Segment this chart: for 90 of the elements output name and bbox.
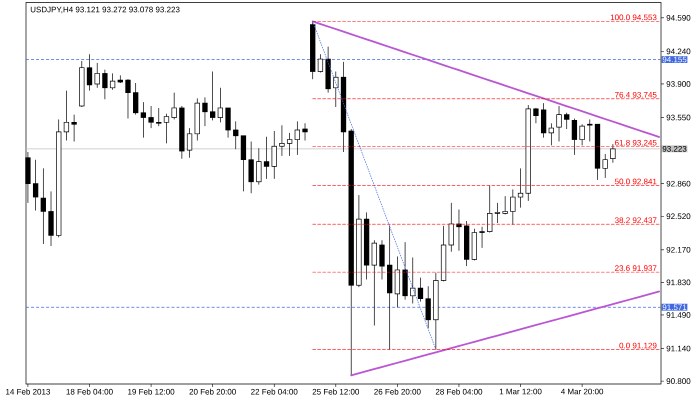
series-label: 0.0 91.129	[619, 342, 656, 348]
candlestick	[602, 154, 608, 178]
candlestick	[333, 71, 338, 108]
series-label: 23.6 91.937	[615, 265, 656, 271]
x-tick-label: 20 Feb 20:00	[189, 388, 236, 395]
candlestick	[140, 102, 146, 138]
chart-title: USDJPY,H4 93.121 93.272 93.078 93.223	[30, 6, 180, 14]
candlestick	[394, 256, 400, 308]
candlestick	[64, 90, 70, 141]
candlestick	[279, 124, 285, 156]
y-tick-label: 93.900	[666, 81, 690, 87]
candlestick	[494, 202, 500, 224]
series-label: 50.0 92.841	[614, 178, 656, 184]
candlestick	[587, 119, 592, 142]
series-label: 76.4 93.745	[615, 92, 657, 98]
candlestick	[218, 87, 224, 123]
y-tick-label: 91.490	[666, 312, 690, 318]
candlestick	[94, 62, 100, 88]
candlestick	[264, 136, 270, 180]
x-tick-label: 19 Feb 12:00	[128, 388, 174, 395]
candlestick	[556, 106, 562, 142]
x-tick-label: 14 Feb 2013	[6, 388, 50, 395]
candlestick	[210, 71, 216, 121]
candlestick	[479, 226, 485, 248]
candlestick	[418, 277, 424, 302]
candlestick	[533, 108, 539, 124]
candlestick	[272, 130, 277, 180]
x-tick-label: 1 Mar 12:00	[500, 388, 542, 394]
x-tick-label: 22 Feb 04:00	[251, 388, 298, 395]
y-tick-label: 94.590	[666, 14, 690, 21]
candlestick	[487, 185, 492, 233]
candlestick	[225, 108, 231, 138]
candlestick	[186, 128, 192, 158]
candlestick	[610, 144, 616, 164]
x-tick-label: 4 Mar 20:00	[560, 388, 604, 394]
candlestick	[240, 135, 246, 192]
candlestick	[518, 168, 524, 208]
candlestick	[133, 82, 138, 115]
y-tick-label: 90.800	[666, 378, 690, 384]
line-series	[350, 290, 660, 376]
candlestick	[579, 124, 585, 146]
candlestick	[379, 240, 385, 280]
candlestick	[86, 54, 92, 92]
x-tick-label: 28 Feb 04:00	[436, 388, 482, 395]
candlestick	[248, 141, 254, 194]
candlestick	[110, 73, 116, 90]
y-tick-label: 92.520	[666, 213, 690, 220]
candlestick	[286, 132, 292, 156]
y-tick-label: 93.550	[666, 114, 690, 120]
candlestick	[372, 240, 377, 326]
series-label: 100.0 94.553	[610, 14, 657, 20]
candlestick	[294, 121, 300, 156]
candlestick	[48, 190, 54, 246]
candlestick	[548, 122, 554, 146]
ref-line-label: 91.571	[662, 304, 686, 310]
x-tick-label: 25 Feb 12:00	[312, 388, 360, 395]
candlestick	[256, 148, 262, 185]
candlestick	[102, 69, 108, 100]
ref-line-label: 94.155	[662, 56, 686, 62]
candlestick	[125, 78, 131, 119]
candlestick	[510, 189, 516, 226]
candlestick	[540, 102, 546, 138]
candlestick	[172, 92, 177, 120]
candlestick	[202, 97, 208, 126]
candlestick	[148, 106, 154, 128]
candlestick	[40, 168, 46, 244]
y-tick-label: 91.140	[666, 346, 690, 352]
x-tick-label: 18 Feb 04:00	[66, 388, 113, 395]
candlestick	[564, 112, 570, 130]
y-tick-label: 94.240	[666, 48, 690, 54]
candlestick	[233, 121, 238, 150]
series-label: 38.2 92.437	[614, 217, 656, 224]
ref-line-label: 93.223	[662, 146, 686, 152]
line-series	[312, 20, 660, 138]
series-label: 61.8 93.245	[615, 140, 657, 146]
y-tick-label: 91.830	[666, 280, 690, 286]
candlestick	[302, 122, 308, 141]
y-tick-label: 92.170	[666, 246, 690, 253]
candlestick	[502, 196, 508, 215]
y-tick-label: 92.860	[666, 180, 690, 186]
candlestick	[448, 202, 454, 252]
candlestick	[32, 159, 38, 211]
candlestick	[71, 114, 77, 142]
candlestick	[156, 108, 162, 126]
candlestick	[572, 118, 578, 156]
candlestick	[410, 257, 416, 304]
candlestick	[164, 113, 170, 144]
candlestick	[426, 286, 431, 329]
x-tick-label: 26 Feb 20:00	[374, 388, 421, 395]
candlestick	[318, 54, 324, 73]
